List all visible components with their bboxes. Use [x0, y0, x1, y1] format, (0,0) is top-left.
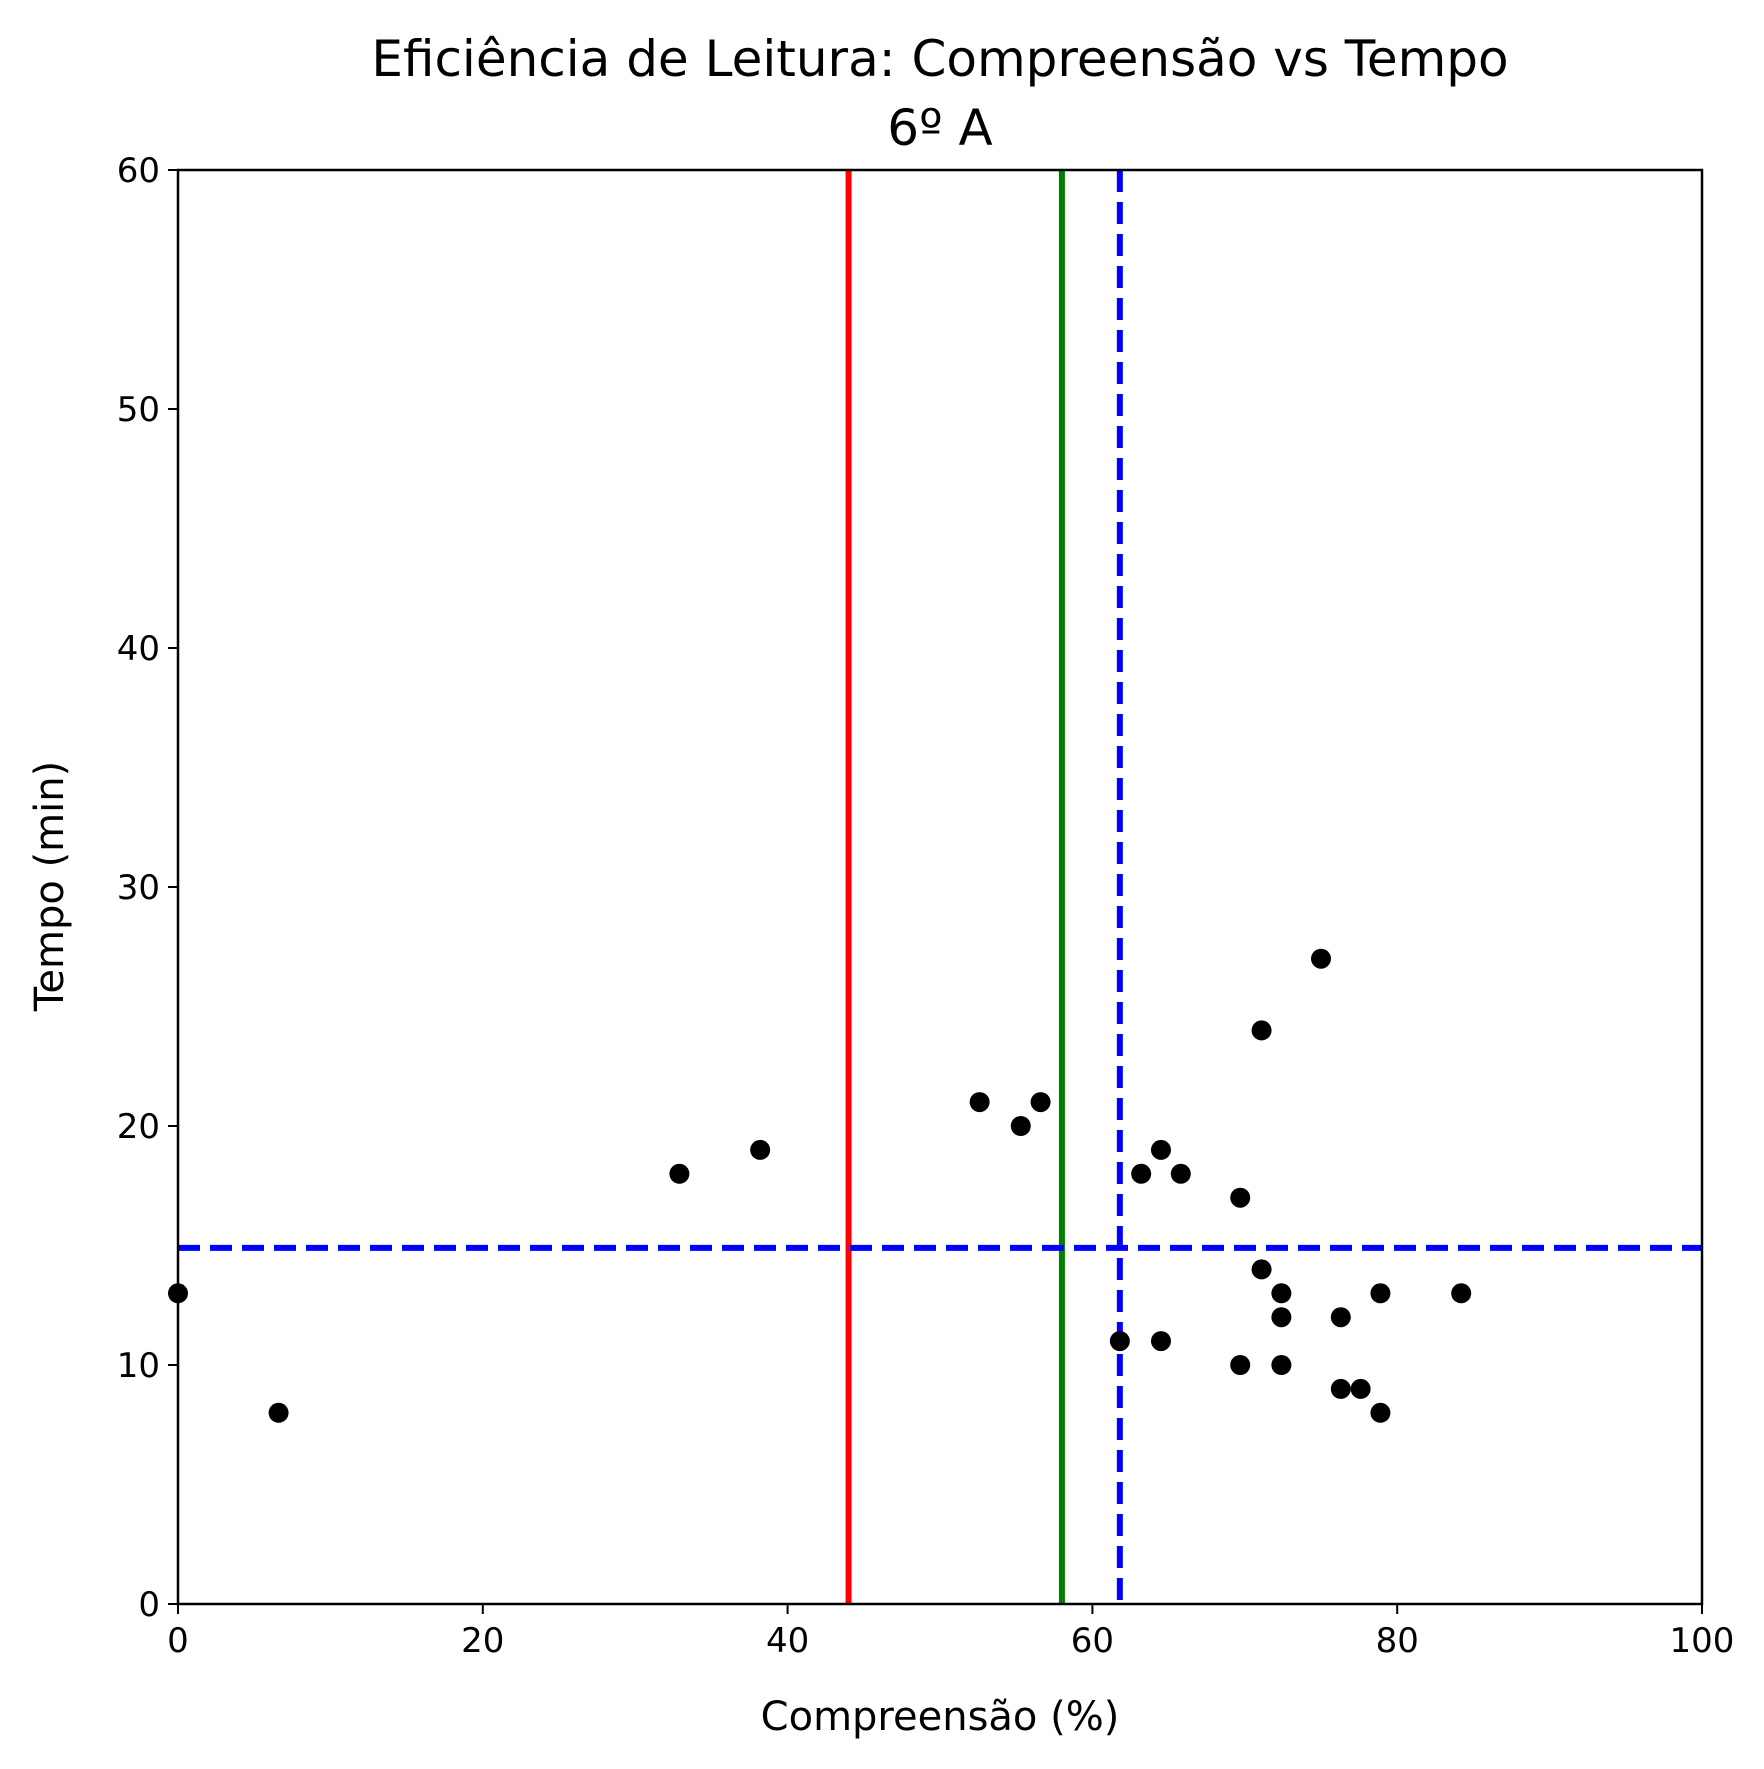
- data-point: [1451, 1283, 1472, 1304]
- x-tick-label: 80: [1376, 1621, 1419, 1661]
- data-point: [1030, 1092, 1051, 1113]
- x-tick-label: 20: [461, 1621, 504, 1661]
- data-point: [1271, 1283, 1292, 1304]
- y-tick-label: 10: [117, 1346, 160, 1386]
- data-point: [1350, 1378, 1371, 1399]
- y-tick-label: 40: [117, 629, 160, 669]
- y-tick-label: 60: [117, 151, 160, 191]
- data-point: [1271, 1355, 1292, 1375]
- data-point: [1131, 1163, 1152, 1184]
- data-point: [1251, 1020, 1272, 1041]
- data-point: [969, 1092, 990, 1113]
- data-point: [750, 1139, 771, 1160]
- data-point: [1150, 1331, 1171, 1352]
- x-tick-label: 40: [766, 1621, 809, 1661]
- data-point: [1109, 1331, 1130, 1352]
- data-point: [268, 1402, 289, 1423]
- x-tick-label: 100: [1670, 1621, 1735, 1661]
- chart-subtitle: 6º A: [887, 99, 992, 157]
- data-point: [1010, 1116, 1031, 1136]
- x-tick-label: 60: [1071, 1621, 1114, 1661]
- data-point: [1271, 1307, 1292, 1328]
- data-point: [1311, 948, 1331, 969]
- plot-area: 0 20 40 60 80 100 0 10 20 30 40 50 60: [117, 151, 1735, 1661]
- data-point: [669, 1163, 690, 1184]
- chart-title: Eficiência de Leitura: Compreensão vs Te…: [371, 30, 1508, 88]
- data-point: [1170, 1163, 1191, 1184]
- y-tick-label: 50: [117, 390, 160, 430]
- data-point: [1150, 1139, 1171, 1160]
- y-tick-label: 30: [117, 868, 160, 908]
- y-axis-label: Tempo (min): [27, 761, 73, 1012]
- x-tick-label: 0: [167, 1621, 189, 1661]
- data-point: [1230, 1187, 1251, 1208]
- axes-frame: [176, 168, 1704, 1606]
- data-point: [1370, 1283, 1391, 1304]
- x-axis-label: Compreensão (%): [761, 1694, 1120, 1740]
- data-point: [1230, 1355, 1251, 1375]
- data-point: [1330, 1307, 1351, 1328]
- y-tick-label: 20: [117, 1107, 160, 1147]
- data-point: [1330, 1378, 1351, 1399]
- y-tick-label: 0: [138, 1585, 160, 1625]
- data-point: [1251, 1259, 1272, 1280]
- data-point: [1370, 1402, 1391, 1423]
